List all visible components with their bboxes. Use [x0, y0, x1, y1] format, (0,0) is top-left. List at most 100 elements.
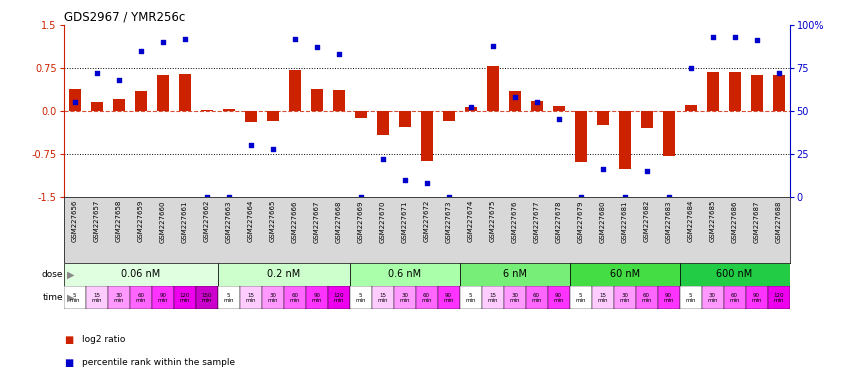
Text: 120
min: 120 min [773, 293, 784, 303]
Text: 60
min: 60 min [729, 293, 739, 303]
Point [530, 99, 543, 105]
Bar [767, 286, 790, 309]
Text: GSM227675: GSM227675 [490, 200, 496, 242]
Point [90, 70, 104, 76]
Text: 5
min: 5 min [70, 293, 80, 303]
Text: GSM227686: GSM227686 [732, 200, 738, 243]
Text: GSM227673: GSM227673 [446, 200, 452, 243]
Text: GSM227687: GSM227687 [754, 200, 760, 243]
Bar [509, 91, 520, 111]
Text: 5
min: 5 min [685, 293, 696, 303]
Bar [553, 106, 565, 111]
Text: dose: dose [42, 270, 63, 279]
Bar [239, 286, 261, 309]
Text: GSM227668: GSM227668 [335, 200, 341, 243]
Text: 60
min: 60 min [135, 293, 146, 303]
Text: 6 nM: 6 nM [503, 270, 526, 280]
Text: GSM227677: GSM227677 [534, 200, 540, 243]
Bar [222, 109, 234, 111]
Text: GSM227683: GSM227683 [666, 200, 672, 243]
Bar [178, 74, 191, 111]
Bar [459, 263, 570, 286]
Bar [261, 286, 284, 309]
Bar [86, 286, 108, 309]
Bar [333, 90, 345, 111]
Text: 15
min: 15 min [598, 293, 608, 303]
Text: GSM227661: GSM227661 [182, 200, 188, 243]
Text: GSM227658: GSM227658 [115, 200, 121, 242]
Text: time: time [42, 293, 63, 302]
Text: GSM227659: GSM227659 [138, 200, 143, 242]
Text: GSM227665: GSM227665 [270, 200, 276, 242]
Point [310, 44, 323, 50]
Bar [679, 286, 701, 309]
Bar [195, 286, 217, 309]
Bar [658, 286, 679, 309]
Bar [728, 72, 740, 111]
Text: 150
min: 150 min [201, 293, 212, 303]
Text: GSM227670: GSM227670 [380, 200, 385, 243]
Point [486, 43, 499, 49]
Point [706, 34, 719, 40]
Text: 15
min: 15 min [92, 293, 102, 303]
Bar [372, 286, 394, 309]
Text: 60
min: 60 min [641, 293, 652, 303]
Text: ■: ■ [64, 335, 73, 345]
Text: percentile rank within the sample: percentile rank within the sample [82, 358, 235, 367]
Bar [416, 286, 437, 309]
Bar [135, 91, 147, 111]
Bar [156, 75, 169, 111]
Bar [640, 111, 653, 128]
Bar [773, 75, 784, 111]
Text: GSM227679: GSM227679 [577, 200, 583, 243]
Text: 90
min: 90 min [312, 293, 322, 303]
Text: 15
min: 15 min [487, 293, 498, 303]
Bar [350, 286, 372, 309]
Text: 90
min: 90 min [157, 293, 168, 303]
Text: GSM227680: GSM227680 [599, 200, 605, 243]
Bar [306, 286, 328, 309]
Bar [684, 105, 697, 111]
Point [552, 116, 565, 122]
Text: 5
min: 5 min [223, 293, 234, 303]
Text: 5
min: 5 min [576, 293, 586, 303]
Point [464, 104, 477, 111]
Text: 15
min: 15 min [245, 293, 256, 303]
Text: GSM227667: GSM227667 [313, 200, 319, 243]
Bar [311, 89, 323, 111]
Point [354, 194, 368, 200]
Point [156, 39, 170, 45]
Bar [69, 89, 81, 111]
Point [376, 156, 390, 162]
Point [683, 65, 697, 71]
Bar [575, 111, 587, 162]
Text: GSM227666: GSM227666 [292, 200, 298, 243]
Text: GSM227663: GSM227663 [226, 200, 232, 243]
Text: 30
min: 30 min [399, 293, 410, 303]
Bar [548, 286, 570, 309]
Bar [442, 111, 455, 121]
Bar [701, 286, 723, 309]
Text: GSM227674: GSM227674 [468, 200, 474, 242]
Point [640, 168, 654, 174]
Text: GSM227664: GSM227664 [248, 200, 254, 242]
Bar [245, 111, 256, 122]
Text: GSM227684: GSM227684 [688, 200, 694, 242]
Point [508, 94, 521, 100]
Point [200, 194, 213, 200]
Bar [636, 286, 658, 309]
Bar [531, 101, 543, 111]
Bar [437, 286, 459, 309]
Bar [420, 111, 433, 161]
Bar [64, 286, 86, 309]
Point [618, 194, 632, 200]
Text: 30
min: 30 min [114, 293, 124, 303]
Text: GSM227669: GSM227669 [357, 200, 363, 243]
Bar [355, 111, 367, 118]
Text: GSM227685: GSM227685 [710, 200, 716, 242]
Bar [503, 286, 526, 309]
Bar [91, 102, 103, 111]
Text: 0.2 nM: 0.2 nM [267, 270, 301, 280]
Bar [662, 111, 675, 156]
Bar [267, 111, 278, 121]
